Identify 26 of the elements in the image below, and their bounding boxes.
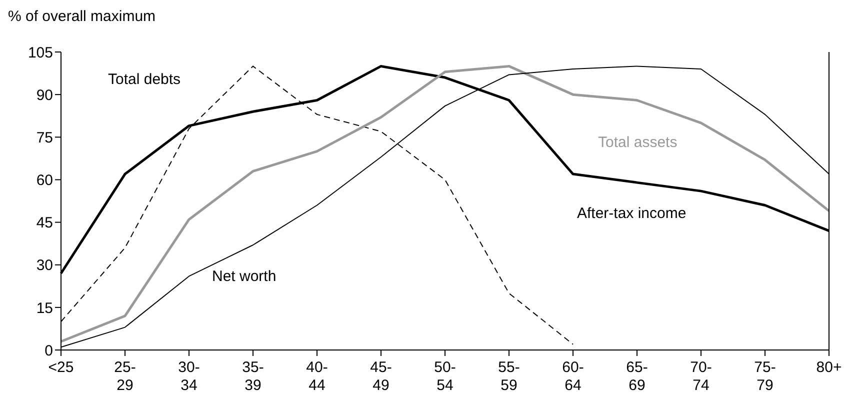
x-tick-label: 70-74 <box>690 359 712 394</box>
x-tick-label: 50-54 <box>434 359 456 394</box>
y-tick-label: 105 <box>28 44 53 62</box>
x-tick-label: 40-44 <box>306 359 328 394</box>
y-tick-label: 60 <box>36 172 53 190</box>
x-tick-label: <25 <box>48 359 74 376</box>
series-label: Net worth <box>212 268 276 285</box>
x-tick-label: 60-64 <box>562 359 584 394</box>
x-tick-label: 80+ <box>816 359 842 376</box>
y-tick-label: 90 <box>36 86 53 104</box>
y-tick-label: 30 <box>36 257 53 274</box>
x-tick-label: 35-39 <box>242 359 264 394</box>
x-tick-label: 30-34 <box>178 359 200 394</box>
y-tick-label: 0 <box>44 342 53 360</box>
y-tick-label: 45 <box>36 214 53 232</box>
y-tick-label: 15 <box>36 300 53 317</box>
x-tick-label: 65-69 <box>626 359 648 394</box>
y-axis-title: % of overall maximum <box>8 8 156 25</box>
x-tick-label: 55-59 <box>498 359 520 394</box>
series-label: After-tax income <box>577 205 686 222</box>
x-tick-label: 25-29 <box>114 359 136 394</box>
x-tick-label: 75-79 <box>754 359 776 394</box>
x-tick-label: 45-49 <box>370 359 392 394</box>
y-tick-label: 75 <box>36 129 53 146</box>
text: Total debts <box>108 71 181 88</box>
series-label: Total assets <box>598 134 678 151</box>
